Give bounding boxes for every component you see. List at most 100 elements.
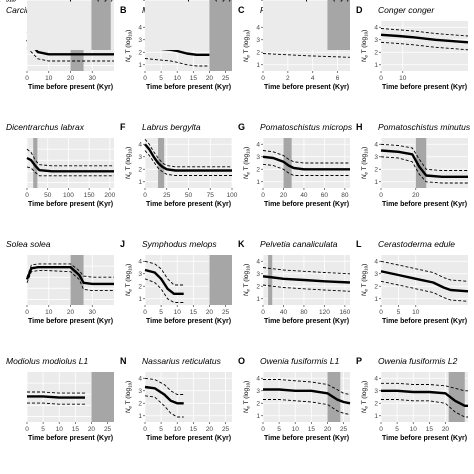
x-tick-label: 10 bbox=[174, 0, 182, 2]
x-tick-label: 25 bbox=[222, 0, 230, 2]
y-tick-label: 4 bbox=[138, 376, 142, 383]
lgm-shade-band bbox=[415, 138, 427, 188]
y-tick-label: 1 bbox=[374, 179, 378, 186]
upper-ci-line bbox=[381, 382, 468, 392]
y-tick-label: 2 bbox=[138, 284, 142, 291]
x-tick-label: 50 bbox=[185, 192, 193, 199]
lower-ci-line bbox=[380, 156, 468, 184]
panel-letter: B bbox=[120, 5, 127, 15]
y-tick-label: 4 bbox=[374, 142, 378, 149]
y-tick-label: 4 bbox=[256, 142, 260, 149]
x-tick-label: 15 bbox=[190, 75, 198, 82]
species-title: Dicentrarchus labrax bbox=[6, 122, 85, 132]
x-axis-label: Time before present (Kyr) bbox=[28, 84, 113, 91]
lower-ci-line bbox=[144, 58, 210, 67]
y-tick-label: 3 bbox=[256, 0, 260, 2]
x-tick-label: 0 bbox=[143, 309, 147, 316]
panel-o: O Owenia fusiformis L1 0 5 10 15 20 25 1 2 3 4 Time … bbox=[238, 356, 351, 442]
plot-background bbox=[145, 372, 232, 422]
y-axis-label: Ne T (log10) bbox=[361, 30, 369, 63]
median-line bbox=[380, 270, 469, 293]
lower-ci-line bbox=[26, 166, 114, 177]
panel-s: SPectinaria koreni L205101520251234Time … bbox=[0, 0, 350, 50]
x-tick-label: 0 bbox=[143, 75, 147, 82]
lgm-shade-band bbox=[209, 255, 232, 305]
panel-letter: J bbox=[120, 239, 125, 249]
y-tick-label: 3 bbox=[374, 154, 378, 161]
panel-letter: D bbox=[356, 5, 363, 15]
x-tick-label: 5 bbox=[159, 75, 163, 82]
lower-ci-line bbox=[27, 402, 85, 405]
upper-ci-line bbox=[380, 260, 469, 282]
upper-ci-line bbox=[262, 267, 351, 275]
species-title: Pomatoschistus microps bbox=[260, 122, 353, 132]
x-tick-label: 200 bbox=[104, 192, 115, 199]
x-tick-label: 10 bbox=[45, 75, 53, 82]
y-tick-label: 1 bbox=[138, 296, 142, 303]
panel-d: D Conger conger 0 10 1 2 3 4 Time before present… bbox=[356, 5, 469, 91]
x-tick-label: 20 bbox=[324, 426, 332, 433]
median-line bbox=[262, 155, 350, 171]
x-axis-label: Time before present (Kyr) bbox=[28, 435, 113, 442]
y-tick-label: 4 bbox=[256, 259, 260, 266]
lower-ci-line bbox=[26, 270, 114, 292]
x-tick-label: 20 bbox=[67, 309, 75, 316]
x-tick-label: 0 bbox=[143, 192, 147, 199]
y-tick-label: 4 bbox=[256, 0, 260, 2]
x-tick-label: 0 bbox=[143, 426, 147, 433]
y-tick-label: 1 bbox=[256, 62, 260, 69]
panel-letter: G bbox=[238, 122, 245, 132]
lgm-shade-band bbox=[33, 138, 38, 188]
y-tick-label: 4 bbox=[138, 259, 142, 266]
lower-ci-line bbox=[262, 163, 350, 176]
x-tick-label: 10 bbox=[174, 75, 182, 82]
x-tick-label: 20 bbox=[206, 309, 214, 316]
x-tick-label: 0 bbox=[261, 309, 265, 316]
y-axis-label: Ne T (log10) bbox=[361, 381, 369, 414]
panel-m: Modiolus modiolus L1 0 5 10 15 20 25 Time befor… bbox=[6, 356, 114, 442]
x-tick-label: 160 bbox=[339, 309, 350, 316]
y-tick-label: 4 bbox=[256, 376, 260, 383]
panel-letter: H bbox=[356, 122, 363, 132]
median-line bbox=[144, 143, 232, 172]
x-axis-label: Time before present (Kyr) bbox=[28, 201, 113, 208]
panel-j: J Symphodus melops 0 5 10 15 20 25 1 2 3 4 Time befo… bbox=[120, 239, 232, 325]
y-tick-label: 3 bbox=[138, 37, 142, 44]
x-tick-label: 120 bbox=[319, 309, 330, 316]
y-axis-label: Ne T (log10) bbox=[243, 381, 251, 414]
x-tick-label: 2 bbox=[286, 75, 290, 82]
y-axis-label: Ne T (log10) bbox=[243, 264, 251, 297]
x-tick-label: 5 bbox=[395, 426, 399, 433]
lower-ci-line bbox=[380, 280, 469, 302]
y-tick-label: 1 bbox=[256, 0, 260, 2]
x-tick-label: 20 bbox=[206, 426, 214, 433]
panel-letter: C bbox=[238, 5, 245, 15]
x-tick-label: 0 bbox=[379, 426, 383, 433]
upper-ci-line bbox=[26, 263, 114, 278]
x-tick-label: 0 bbox=[25, 426, 29, 433]
y-axis-label: Ne T (log10) bbox=[125, 147, 133, 180]
x-axis-label: Time before present (Kyr) bbox=[382, 318, 467, 325]
y-tick-label: 2 bbox=[256, 0, 260, 2]
lower-ci-line bbox=[381, 399, 468, 418]
panel-q: Owenia fusiformis L30510152025Time befor… bbox=[6, 0, 114, 50]
x-tick-label: 0 bbox=[143, 0, 147, 2]
y-tick-label: 3 bbox=[256, 388, 260, 395]
lower-ci-line bbox=[26, 47, 114, 62]
median-line bbox=[144, 268, 184, 295]
x-tick-label: 10 bbox=[174, 426, 182, 433]
x-tick-label: 15 bbox=[72, 426, 80, 433]
median-line bbox=[380, 33, 469, 44]
panel-k: K Pelvetia canaliculata 0 40 80 120 160 1 2 3 4 Tim… bbox=[238, 239, 351, 325]
y-tick-label: 3 bbox=[138, 0, 142, 2]
y-tick-label: 3 bbox=[374, 271, 378, 278]
x-tick-label: 25 bbox=[222, 75, 230, 82]
species-title: Symphodus melops bbox=[142, 239, 217, 249]
x-tick-label: 5 bbox=[277, 426, 281, 433]
lgm-shade-band bbox=[448, 372, 465, 422]
x-tick-label: 20 bbox=[442, 426, 450, 433]
x-tick-label: 5 bbox=[159, 0, 163, 2]
x-tick-label: 15 bbox=[426, 426, 434, 433]
x-tick-label: 5 bbox=[397, 309, 401, 316]
x-tick-label: 0 bbox=[25, 309, 29, 316]
